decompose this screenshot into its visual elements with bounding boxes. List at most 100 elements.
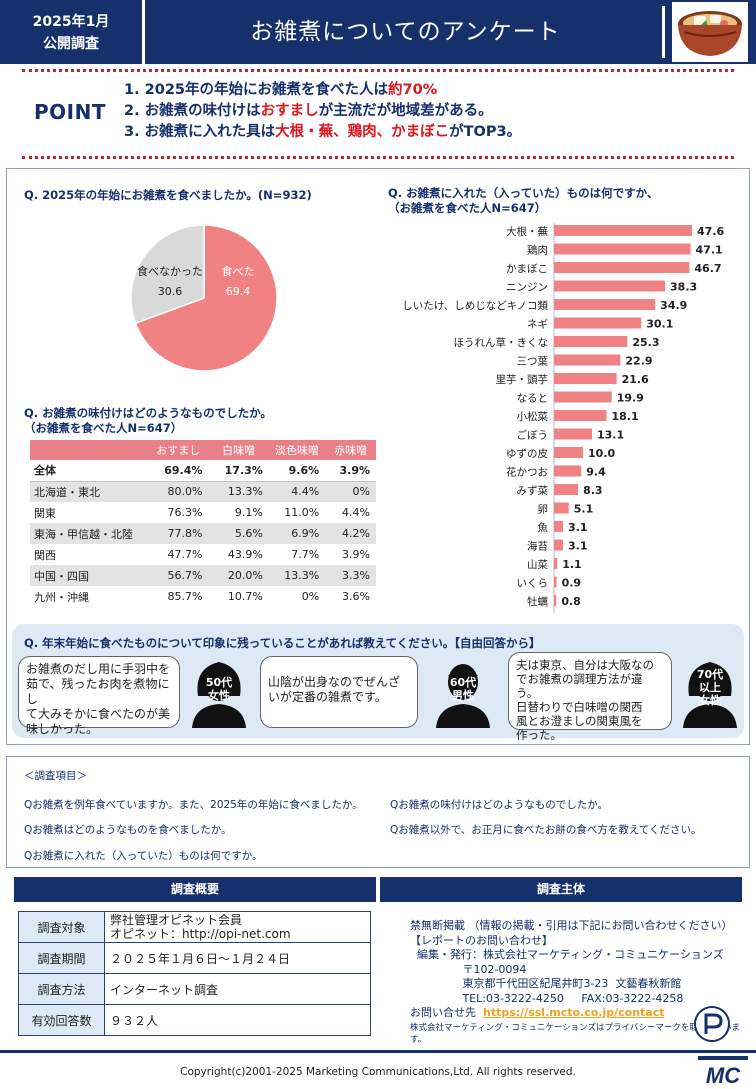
- survey-item: Qお雑煮以外で、お正月に食べたお餅の食べ方を教えてください。: [390, 824, 702, 836]
- org-line: 編集・発行：株式会社マーケティング・コミュニケーションズ: [410, 948, 724, 961]
- bar: [554, 521, 563, 532]
- bar: [554, 595, 557, 606]
- point-list: 1. 2025年の年始にお雑煮を食べた人は約70% 2. お雑煮の味付けはおすま…: [124, 80, 521, 143]
- table-cell: 85.7%: [167, 590, 203, 603]
- answer-text: お雑煮のだし用に手羽中を: [26, 662, 171, 676]
- bar-value-label: 18.1: [611, 410, 638, 423]
- org-line: 禁無断掲載 （情報の掲載・引用は下記にお問い合わせください）: [410, 919, 733, 932]
- table-cell: 関西: [34, 548, 56, 562]
- contact-label: お問い合せ先: [410, 1006, 483, 1019]
- bar-category-label: しいたけ、しめじなどキノコ類: [402, 300, 548, 312]
- bar-category-label: かまぼこ: [506, 263, 548, 275]
- table-row: 調査方法 インターネット調査: [18, 973, 371, 1005]
- bar: [554, 558, 558, 569]
- bar: [554, 391, 612, 403]
- bar-value-label: 3.1: [568, 540, 588, 553]
- org-line: 〒102-0094: [410, 962, 527, 976]
- point-item-3: 3. お雑煮に入れた具は大根・蕪、鶏肉、かまぼこがTOP3。: [124, 122, 521, 143]
- bar-value-label: 38.3: [670, 281, 697, 294]
- bar-value-label: 47.6: [697, 225, 724, 238]
- bar-category-label: 三つ葉: [517, 355, 549, 368]
- table-cell: 10.7%: [227, 590, 263, 603]
- bar: [554, 447, 583, 458]
- table-cell: 9.1%: [234, 506, 263, 519]
- bar-value-label: 30.1: [646, 318, 673, 331]
- survey-item: Qお雑煮はどのようなものを食べましたか。: [24, 824, 232, 836]
- survey-item: Qお雑煮に入れた（入っていた）ものは何ですか。: [24, 850, 263, 862]
- overview-band: 調査概要: [14, 877, 376, 902]
- publish-type: 公開調査: [43, 36, 99, 52]
- person-gender: 女性: [208, 689, 230, 702]
- table-cell: 20.0%: [208, 565, 269, 586]
- bar-category-label: ネギ: [527, 319, 548, 331]
- organizer-info: 禁無断掲載 （情報の掲載・引用は下記にお問い合わせください） 【レポートのお問い合…: [410, 919, 733, 1021]
- bar-category-label: いくら: [517, 578, 549, 590]
- bar-category-label: ごぼう: [517, 429, 549, 442]
- table-row: 全体 69.4% 17.3% 9.6% 3.9%: [30, 460, 376, 482]
- point-text: 1. 2025年の年始にお雑煮を食べた人は: [124, 82, 389, 98]
- bar: [554, 299, 656, 310]
- person-age: 70代: [696, 668, 724, 681]
- bar: [554, 539, 563, 551]
- survey-items-heading: ＜調査項目＞: [24, 770, 87, 782]
- bar-value-label: 22.9: [625, 355, 652, 368]
- ozoni-bowl-icon: [672, 2, 748, 62]
- q1-pie-chart: [130, 224, 278, 372]
- bar-value-label: 9.4: [586, 466, 606, 479]
- table-cell: 調査対象: [18, 911, 105, 943]
- person-male-icon: [436, 664, 490, 728]
- table-cell: 九州・沖縄: [34, 590, 89, 604]
- bar-value-label: 8.3: [583, 484, 603, 497]
- table-cell: 13.3%: [268, 565, 326, 586]
- table-header: 淡色味噌: [268, 440, 326, 460]
- table-cell: 東海・甲信越・北陸: [30, 523, 148, 544]
- overview-table: 調査対象 弊社管理オピネット会員 オピネット：http://opi-net.com …: [18, 911, 371, 1036]
- bar: [554, 317, 642, 329]
- bar-value-label: 34.9: [660, 299, 687, 312]
- bar-value-label: 1.1: [562, 558, 582, 571]
- point-item-2: 2. お雑煮の味付けはおすましが主流だが地域差がある。: [124, 101, 521, 122]
- bar: [554, 243, 691, 255]
- bar-category-label: 花かつお: [506, 466, 548, 479]
- answer-bubble-2: 山陰が出身なのでぜんざ いが定番の雑煮です。: [260, 656, 418, 728]
- pie-label-text: 食べなかった: [137, 265, 203, 278]
- table-header: 赤味噌: [325, 440, 376, 460]
- q3-title-line: （お雑煮を食べた人N=647）: [388, 201, 547, 215]
- overview-value: オピネット：http://opi-net.com: [110, 927, 291, 941]
- bar-value-label: 13.1: [597, 429, 624, 442]
- org-line: TEL:03-3222-4250 FAX:03-3222-4258: [410, 991, 684, 1005]
- point-bottom-divider: [22, 156, 734, 159]
- copyright: Copyright(c)2001-2025 Marketing Communic…: [180, 1066, 576, 1078]
- table-row: 九州・沖縄 85.7% 10.7% 0% 3.6%: [30, 586, 376, 607]
- person-label-2: 60代 男性: [443, 676, 483, 702]
- publish-month: 2025年1月: [32, 14, 110, 30]
- answer-text: でお雑煮の調理方法が違う。: [516, 672, 643, 700]
- person-age: 50代: [205, 676, 233, 689]
- table-cell: 43.9%: [227, 548, 263, 561]
- answer-bubble-1: お雑煮のだし用に手羽中を 茹で、残ったお肉を煮物にし て大みそかに食べたのが美 …: [18, 656, 180, 736]
- pie-slice-not-ate: [130, 224, 205, 325]
- table-cell: ９３２人: [104, 1004, 371, 1036]
- bar-value-label: 0.9: [562, 577, 582, 590]
- point-top-divider: [22, 69, 734, 72]
- table-cell: 11.0%: [284, 506, 320, 519]
- bar: [554, 484, 579, 495]
- contact-link[interactable]: https://ssl.mcto.co.jp/contact: [483, 1006, 665, 1019]
- survey-item: Qお雑煮の味付けはどのようなものでしたか。: [390, 799, 609, 811]
- table-cell: 6.9%: [268, 523, 326, 544]
- bar-value-label: 19.9: [617, 392, 644, 405]
- person-age: 60代: [449, 676, 477, 689]
- point-text: 3. お雑煮に入れた具は: [124, 124, 276, 140]
- bar-value-label: 10.0: [588, 447, 615, 460]
- table-cell: 3.9%: [342, 548, 370, 561]
- table-header: 白味噌: [208, 440, 269, 460]
- bar-value-label: 25.3: [632, 336, 659, 349]
- table-cell: 関東: [34, 506, 56, 520]
- point-text: がTOP3。: [449, 124, 522, 140]
- pie-label-ate: 食べた 69.4: [200, 262, 276, 302]
- table-cell: 3.9%: [325, 460, 376, 482]
- point-highlight: 約70%: [388, 82, 438, 98]
- answer-text: 風とお澄ましの関東風を: [516, 714, 643, 728]
- bar-category-label: 鶏肉: [527, 244, 548, 257]
- pie-label-text: 食べた: [221, 265, 255, 278]
